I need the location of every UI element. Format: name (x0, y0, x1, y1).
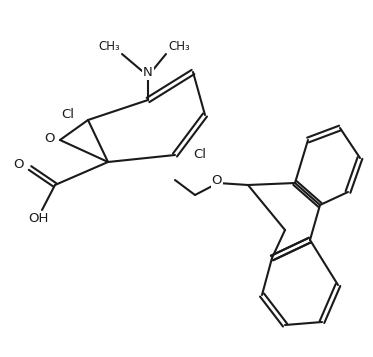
Text: CH₃: CH₃ (98, 40, 120, 54)
Text: Cl: Cl (193, 149, 206, 161)
Text: OH: OH (28, 211, 48, 225)
Text: O: O (44, 132, 55, 146)
Text: Cl: Cl (61, 107, 74, 121)
Text: N: N (143, 66, 153, 80)
Text: O: O (212, 175, 222, 187)
Text: O: O (13, 159, 24, 171)
Text: CH₃: CH₃ (168, 40, 190, 54)
